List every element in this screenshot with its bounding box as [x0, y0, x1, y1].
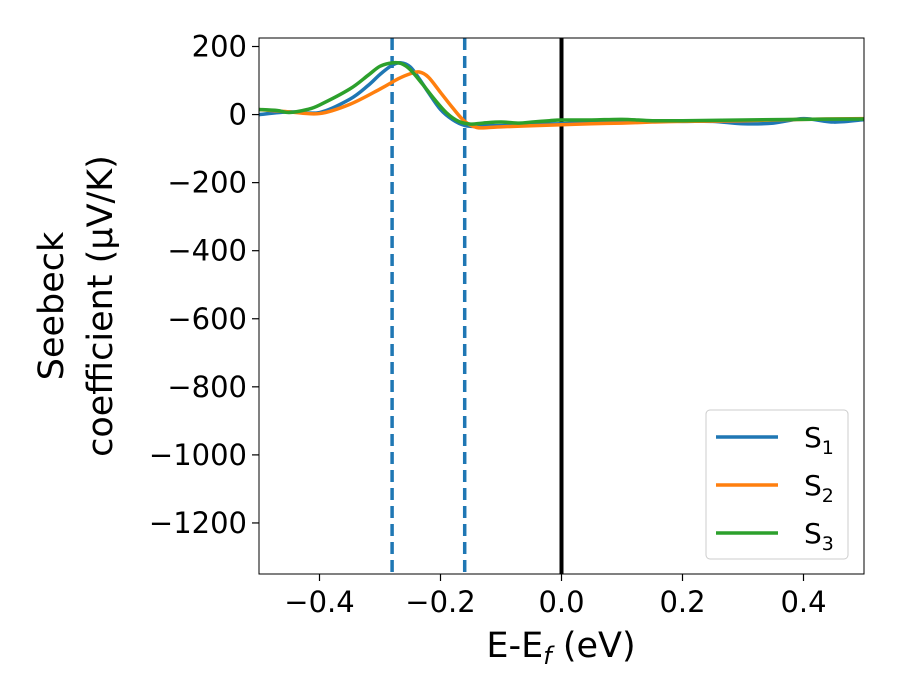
x-axis-label-base: E-E	[486, 626, 543, 666]
x-tick-label: 0.4	[780, 585, 826, 619]
y-tick-label: −400	[167, 234, 247, 268]
x-tick-label: 0.0	[538, 585, 584, 619]
x-axis-label: E-Ef (eV)	[486, 626, 635, 670]
y-tick-label: −600	[167, 302, 247, 336]
y-axis-label-line2: coefficient (μV/K)	[81, 155, 121, 457]
x-tick-label: −0.2	[405, 585, 475, 619]
legend-label-s2: S2	[804, 469, 834, 507]
legend-label-s3: S3	[804, 517, 834, 555]
x-axis-label-suffix: (eV)	[552, 626, 636, 666]
series-line-s3	[259, 60, 864, 126]
y-tick-label: 0	[229, 98, 247, 132]
legend-label-s1: S1	[804, 421, 834, 459]
x-tick-label: −0.4	[284, 585, 354, 619]
y-tick-label: −800	[167, 370, 247, 404]
legend: S1 S2 S3	[705, 409, 849, 560]
y-tick-label: 200	[192, 30, 247, 64]
x-tick-label: 0.2	[659, 585, 705, 619]
y-tick-label: −200	[167, 166, 247, 200]
y-axis-label-line1: Seebeck	[32, 231, 72, 380]
y-tick-label: −1000	[149, 438, 247, 472]
y-tick-label: −1200	[149, 506, 247, 540]
